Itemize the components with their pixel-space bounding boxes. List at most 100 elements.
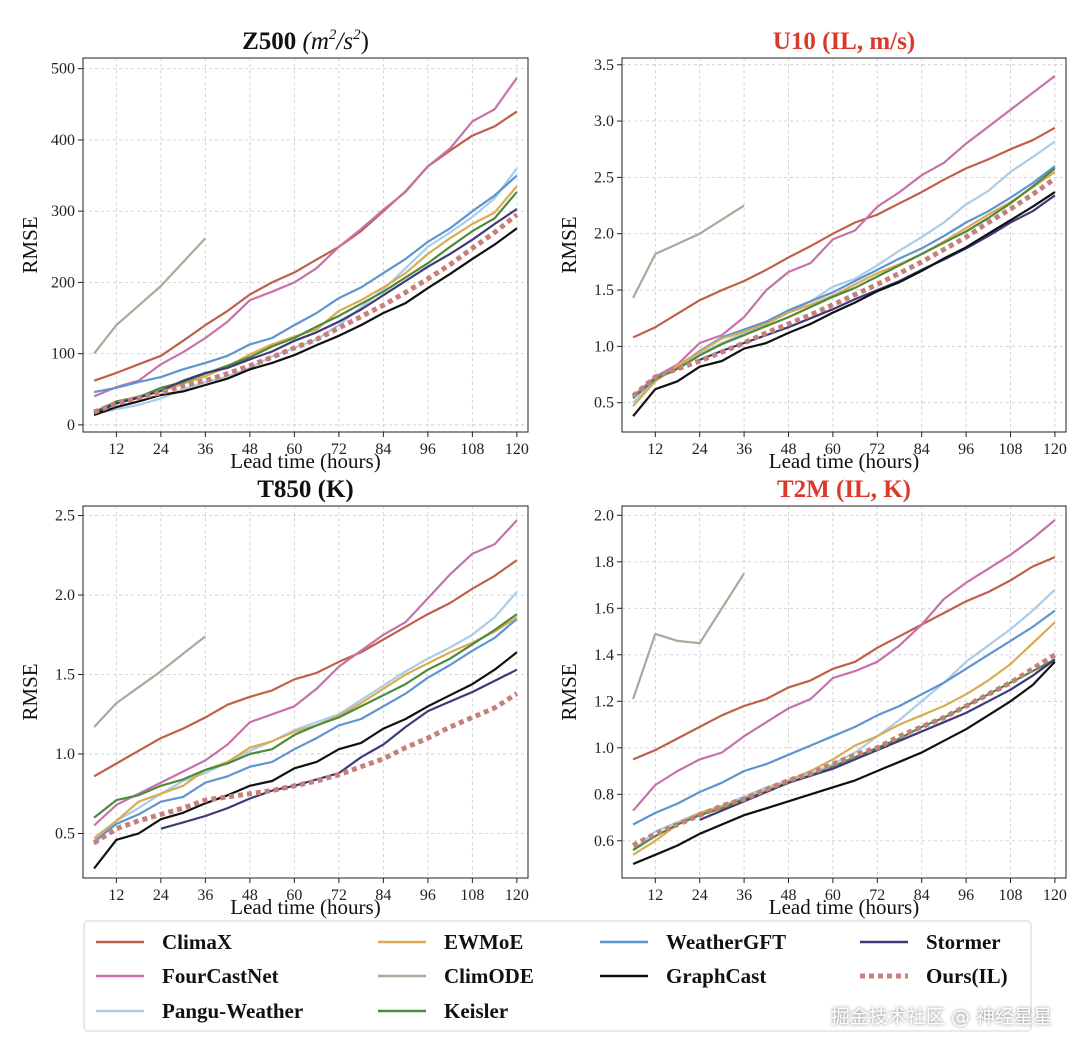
legend-label-climode: ClimODE [444,964,534,988]
series-line-stormer [93,208,518,415]
series-line-graphcast [632,191,1056,417]
x-axis-label: Lead time (hours) [769,449,919,473]
series-line-pangu-weather [93,591,518,846]
series-line-ours-il- [92,691,519,846]
legend-label-keisler: Keisler [444,999,508,1023]
legend-label-ewmoe: EWMoE [444,930,523,954]
panel-1: 12 24 36 48 60 72 84 96 108 120 0 100 200 300 400 500 Le… [18,27,529,473]
panel-title: T2M (IL, K) [777,476,911,503]
x-tick-label: 48 [781,887,797,904]
y-tick-label: 1.8 [594,554,614,571]
x-tick-label: 72 [331,441,347,458]
x-tick-label: 12 [108,887,124,904]
x-tick-label: 12 [108,441,124,458]
series-line-climax [632,126,1056,339]
series-line-keisler [93,613,518,819]
legend: ClimaX FourCastNet Pangu-Weather EWMoE ClimO… [83,920,1032,1032]
series-line-fourcastnet [632,519,1056,812]
x-tick-label: 72 [869,441,885,458]
x-tick-label: 84 [914,441,930,458]
y-tick-label: 500 [51,61,75,78]
y-tick-label: 400 [51,132,75,149]
y-tick-label: 200 [51,274,75,291]
y-tick-label: 2.0 [594,507,614,524]
y-tick-label: 2.5 [55,508,75,525]
y-axis-label: RMSE [557,216,581,273]
x-tick-label: 48 [242,441,258,458]
x-tick-label: 108 [999,887,1023,904]
x-tick-label: 120 [1043,441,1067,458]
series-line-fourcastnet [632,75,1056,397]
x-tick-label: 84 [375,887,391,904]
x-tick-label: 96 [420,887,436,904]
x-tick-label: 108 [460,887,484,904]
series-line-graphcast [93,227,518,416]
x-tick-label: 24 [692,441,708,458]
x-tick-label: 36 [736,887,752,904]
series-line-fourcastnet [93,77,518,398]
y-axis-label: RMSE [18,216,42,273]
series-line-pangu-weather [93,167,518,416]
legend-label-pangu-weather: Pangu-Weather [162,999,303,1023]
legend-box [83,920,1032,1032]
legend-label-fourcastnet: FourCastNet [162,964,279,988]
x-tick-label: 72 [869,887,885,904]
y-tick-label: 0.5 [594,395,614,412]
y-tick-label: 1.5 [55,667,75,684]
panel-title: Z500 (m2/s2) [242,27,369,55]
series-line-climode [632,204,745,299]
series-line-keisler [632,167,1056,400]
x-tick-label: 60 [286,441,302,458]
series-line-climax [93,559,518,778]
x-tick-label: 12 [647,441,663,458]
x-tick-label: 84 [914,887,930,904]
y-tick-label: 3.0 [594,113,614,130]
x-tick-label: 120 [1043,887,1067,904]
series-line-keisler [632,658,1056,852]
y-tick-label: 1.5 [594,282,614,299]
legend-label-ours-il-: Ours(IL) [926,964,1008,988]
series-line-climax [632,556,1056,761]
y-tick-label: 1.2 [594,693,614,710]
x-tick-label: 108 [999,441,1023,458]
x-tick-label: 108 [460,441,484,458]
y-axis-label: RMSE [18,663,42,720]
x-axis-label: Lead time (hours) [230,895,380,919]
x-tick-label: 96 [958,887,974,904]
legend-label-climax: ClimaX [162,930,232,954]
series-line-climax [93,110,518,382]
panel-title: U10 (IL, m/s) [773,28,915,55]
legend-label-stormer: Stormer [926,930,1001,954]
y-tick-label: 1.6 [594,600,614,617]
y-tick-label: 0.6 [594,833,614,850]
series-line-graphcast [93,651,518,870]
y-tick-label: 2.0 [594,226,614,243]
y-tick-label: 1.0 [594,338,614,355]
series-line-weathergft [93,618,518,843]
x-tick-label: 24 [153,887,169,904]
x-tick-label: 36 [736,441,752,458]
series-line-pangu-weather [632,588,1056,851]
x-tick-label: 96 [420,441,436,458]
panel-4: 12 24 36 48 60 72 84 96 108 120 0.6 0.8 1.0 1.2 1.4 1.6… [557,476,1067,919]
x-axis-label: Lead time (hours) [230,449,380,473]
legend-label-weathergft: WeatherGFT [666,930,786,954]
series-line-fourcastnet [93,519,518,827]
y-tick-label: 2.0 [55,587,75,604]
y-tick-label: 1.0 [594,740,614,757]
series-line-ours-il- [93,212,519,415]
x-tick-label: 48 [242,887,258,904]
series-line-weathergft [632,609,1056,826]
panel-3: 12 24 36 48 60 72 84 96 108 120 0.5 1.0 1.5 2.0 2.5 Lea… [18,476,529,919]
y-tick-label: 100 [51,346,75,363]
series-line-ewmoe [632,621,1056,856]
x-tick-label: 12 [647,887,663,904]
series-line-ewmoe [632,170,1056,407]
x-tick-label: 24 [153,441,169,458]
plot-frame [621,57,1067,433]
panel-title: T850 (K) [257,476,354,503]
series-line-climode [632,572,746,700]
x-axis-label: Lead time (hours) [769,895,919,919]
watermark: 掘金技术社区 @ 神经星星 [830,1006,1052,1028]
x-tick-label: 36 [197,887,213,904]
